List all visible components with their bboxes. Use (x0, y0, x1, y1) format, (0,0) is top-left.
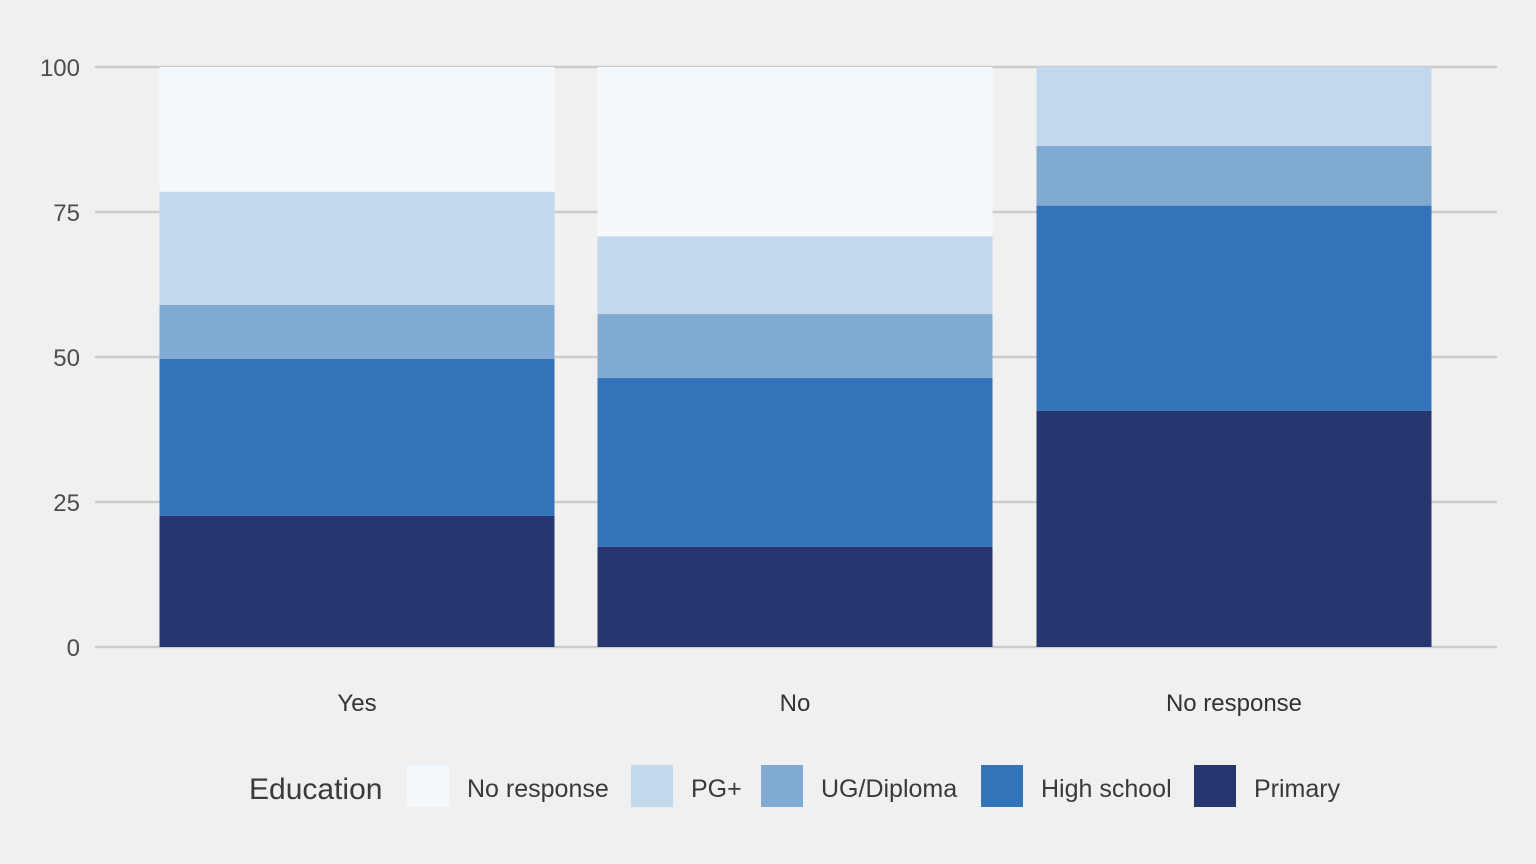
legend-swatch (1194, 765, 1236, 807)
x-category-label: No response (1166, 690, 1302, 717)
legend-title: Education (249, 773, 382, 806)
legend: Education No response PG+ UG/Diploma High s… (249, 765, 1341, 807)
bar-segment (159, 515, 555, 647)
x-axis-categories: Yes No No response (337, 690, 1302, 717)
bars (159, 67, 1432, 647)
bar-segment (597, 314, 993, 378)
y-tick-label: 100 (40, 55, 80, 82)
legend-swatch (981, 765, 1023, 807)
bar-segment (597, 236, 993, 315)
y-axis-ticks: 0 25 50 75 100 (40, 55, 80, 662)
bar-segment (597, 377, 993, 547)
x-category-label: Yes (337, 690, 376, 717)
bar-segment (1036, 145, 1432, 206)
bar-segment (1036, 67, 1432, 146)
bar-segment (597, 67, 993, 237)
x-category-label: No (780, 690, 811, 717)
bar-segment (159, 358, 555, 516)
y-tick-label: 0 (67, 635, 80, 662)
legend-swatch (407, 765, 449, 807)
legend-label: Primary (1254, 775, 1341, 803)
y-tick-label: 50 (53, 345, 80, 372)
bar-segment (1036, 205, 1432, 411)
bar-segment (159, 191, 555, 305)
y-tick-label: 75 (53, 200, 80, 227)
legend-swatch (631, 765, 673, 807)
legend-label: UG/Diploma (821, 775, 957, 803)
bar-segment (159, 304, 555, 359)
y-tick-label: 25 (53, 490, 80, 517)
bar-segment (1036, 410, 1432, 647)
legend-swatch (761, 765, 803, 807)
legend-label: No response (467, 775, 609, 803)
bar-segment (597, 546, 993, 647)
bar-segment (159, 67, 555, 192)
legend-label: High school (1041, 775, 1172, 803)
legend-label: PG+ (691, 775, 742, 803)
